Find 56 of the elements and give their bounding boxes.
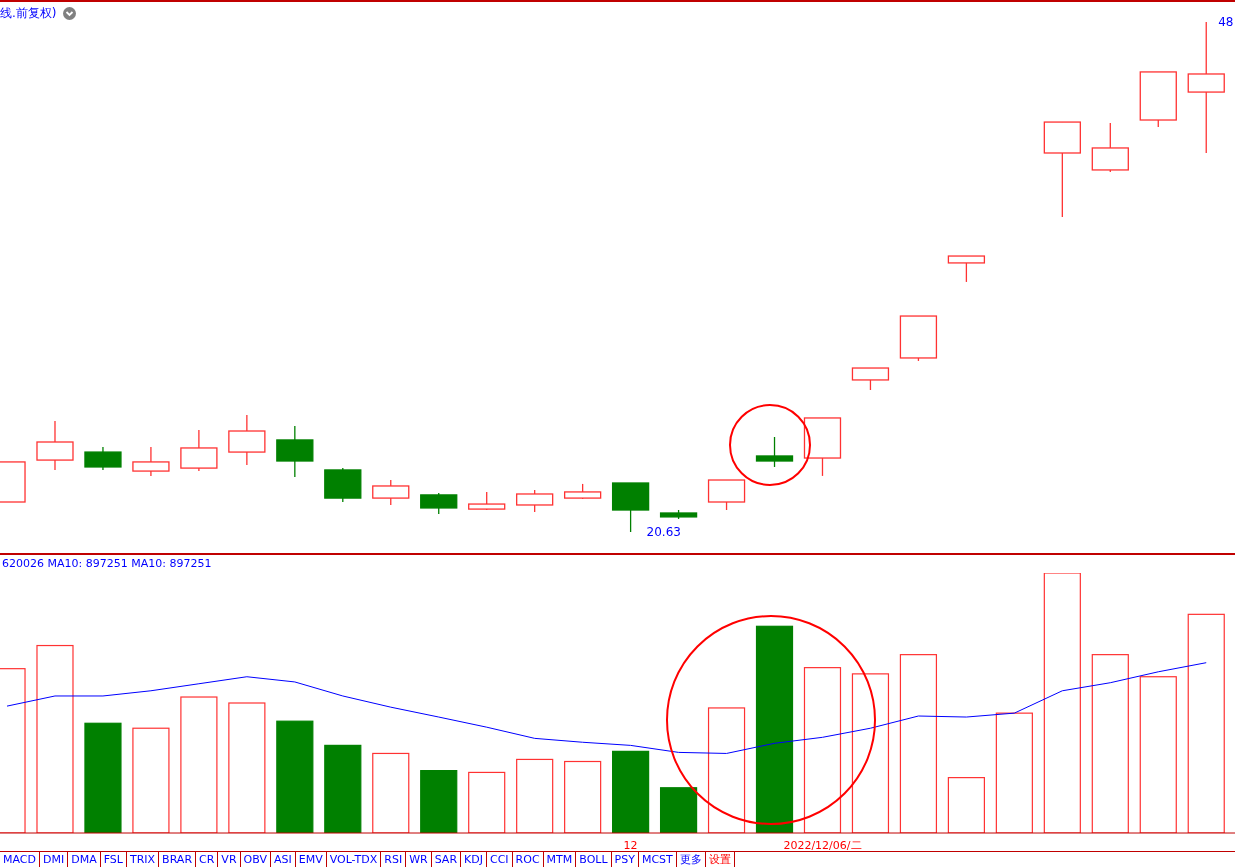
text: KDJ: [461, 852, 487, 867]
bar: [995, 712, 1033, 833]
annotation: 20.63: [646, 525, 681, 540]
bar: [132, 727, 170, 833]
bar: [1043, 573, 1081, 833]
bar: [516, 758, 554, 833]
chart-title: 线.前复权): [0, 5, 57, 22]
text: DMA: [68, 852, 101, 867]
text: MTM: [543, 852, 577, 867]
bar: [659, 787, 698, 833]
bar: [276, 720, 314, 833]
x-tick-label: 12: [623, 838, 638, 852]
text: SAR: [431, 852, 462, 867]
bar: [1187, 613, 1225, 833]
text: MCST: [638, 852, 677, 867]
text: CR: [196, 852, 219, 867]
bar: [612, 750, 650, 833]
text: WR: [406, 852, 432, 867]
text: CCI: [486, 852, 513, 867]
bar: [851, 673, 890, 833]
bar: [468, 771, 506, 833]
bar: [1091, 654, 1129, 833]
bar: [324, 744, 362, 833]
bar: [564, 760, 602, 833]
bar: [755, 625, 794, 833]
text: VR: [218, 852, 241, 867]
bar: [947, 777, 985, 833]
bar: [1139, 676, 1177, 833]
bar: [372, 752, 410, 833]
text: RSI: [381, 852, 407, 867]
text: DMI: [39, 852, 69, 867]
bar: [180, 696, 218, 833]
text: BRAR: [159, 852, 197, 867]
bar: [899, 654, 938, 833]
chart-title: 620026 MA10: 897251 MA10: 897251: [2, 557, 212, 570]
x-tick-label: 2022/12/06/二: [783, 838, 862, 852]
text: BOLL: [576, 852, 612, 867]
text: ASI: [270, 852, 296, 867]
candlestick: [755, 436, 794, 468]
bar: [803, 667, 842, 833]
bar: [707, 707, 746, 833]
text: PSY: [611, 852, 639, 867]
bar: [228, 702, 266, 833]
text: 更多: [676, 852, 706, 867]
text: TRIX: [126, 852, 160, 867]
annotation: 48: [1218, 15, 1234, 30]
text: MACD: [0, 852, 40, 867]
text: EMV: [295, 852, 327, 867]
text: 设置: [705, 852, 735, 867]
text: OBV: [240, 852, 271, 867]
bar: [84, 722, 122, 833]
bar: [36, 644, 74, 833]
bar: [420, 770, 458, 833]
text: VOL-TDX: [326, 852, 382, 867]
text: FSL: [100, 852, 127, 867]
text: ROC: [512, 852, 544, 867]
